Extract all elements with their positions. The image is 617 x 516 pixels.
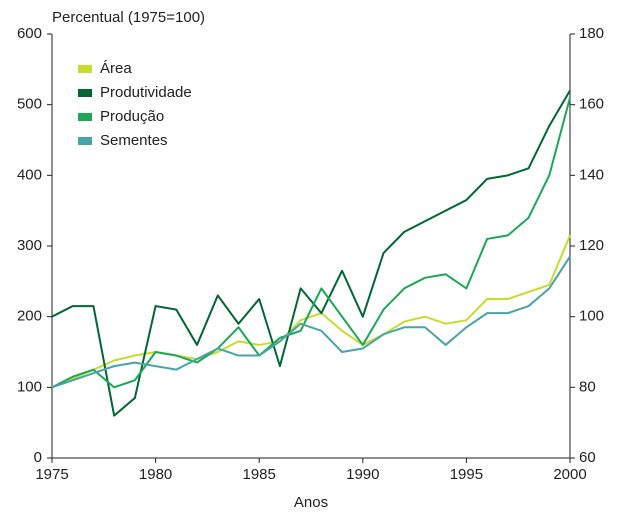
x-tick-label: 1975 (35, 466, 68, 483)
y2-tick-label: 160 (579, 96, 604, 113)
legend-swatch (78, 89, 92, 97)
y2-tick-label: 60 (579, 449, 596, 466)
y-tick-label: 600 (17, 25, 42, 42)
y-tick-label: 500 (17, 96, 42, 113)
series-line (51, 97, 571, 389)
y-axis-title: Percentual (1975=100) (52, 9, 205, 26)
x-axis-title: Anos (294, 494, 328, 511)
y2-tick-label: 80 (579, 378, 596, 395)
series-line (51, 256, 571, 389)
x-tick-label: 1990 (346, 466, 379, 483)
legend-swatch (78, 65, 92, 73)
legend-swatch (78, 113, 92, 121)
x-tick-label: 2000 (553, 466, 586, 483)
legend-label: Área (100, 60, 132, 77)
y2-tick-label: 140 (579, 166, 604, 183)
x-tick-label: 1985 (243, 466, 276, 483)
y-tick-label: 200 (17, 308, 42, 325)
x-tick-label: 1980 (139, 466, 172, 483)
y2-tick-label: 180 (579, 25, 604, 42)
y2-tick-label: 100 (579, 308, 604, 325)
legend-label: Produtividade (100, 84, 192, 101)
series-line (51, 90, 571, 417)
y2-tick-label: 120 (579, 237, 604, 254)
legend-label: Sementes (100, 132, 168, 149)
x-tick-label: 1995 (450, 466, 483, 483)
series-line (51, 235, 571, 389)
y-tick-label: 0 (34, 449, 42, 466)
y-tick-label: 100 (17, 378, 42, 395)
legend-swatch (78, 137, 92, 145)
legend-label: Produção (100, 108, 164, 125)
y-tick-label: 400 (17, 166, 42, 183)
y-tick-label: 300 (17, 237, 42, 254)
